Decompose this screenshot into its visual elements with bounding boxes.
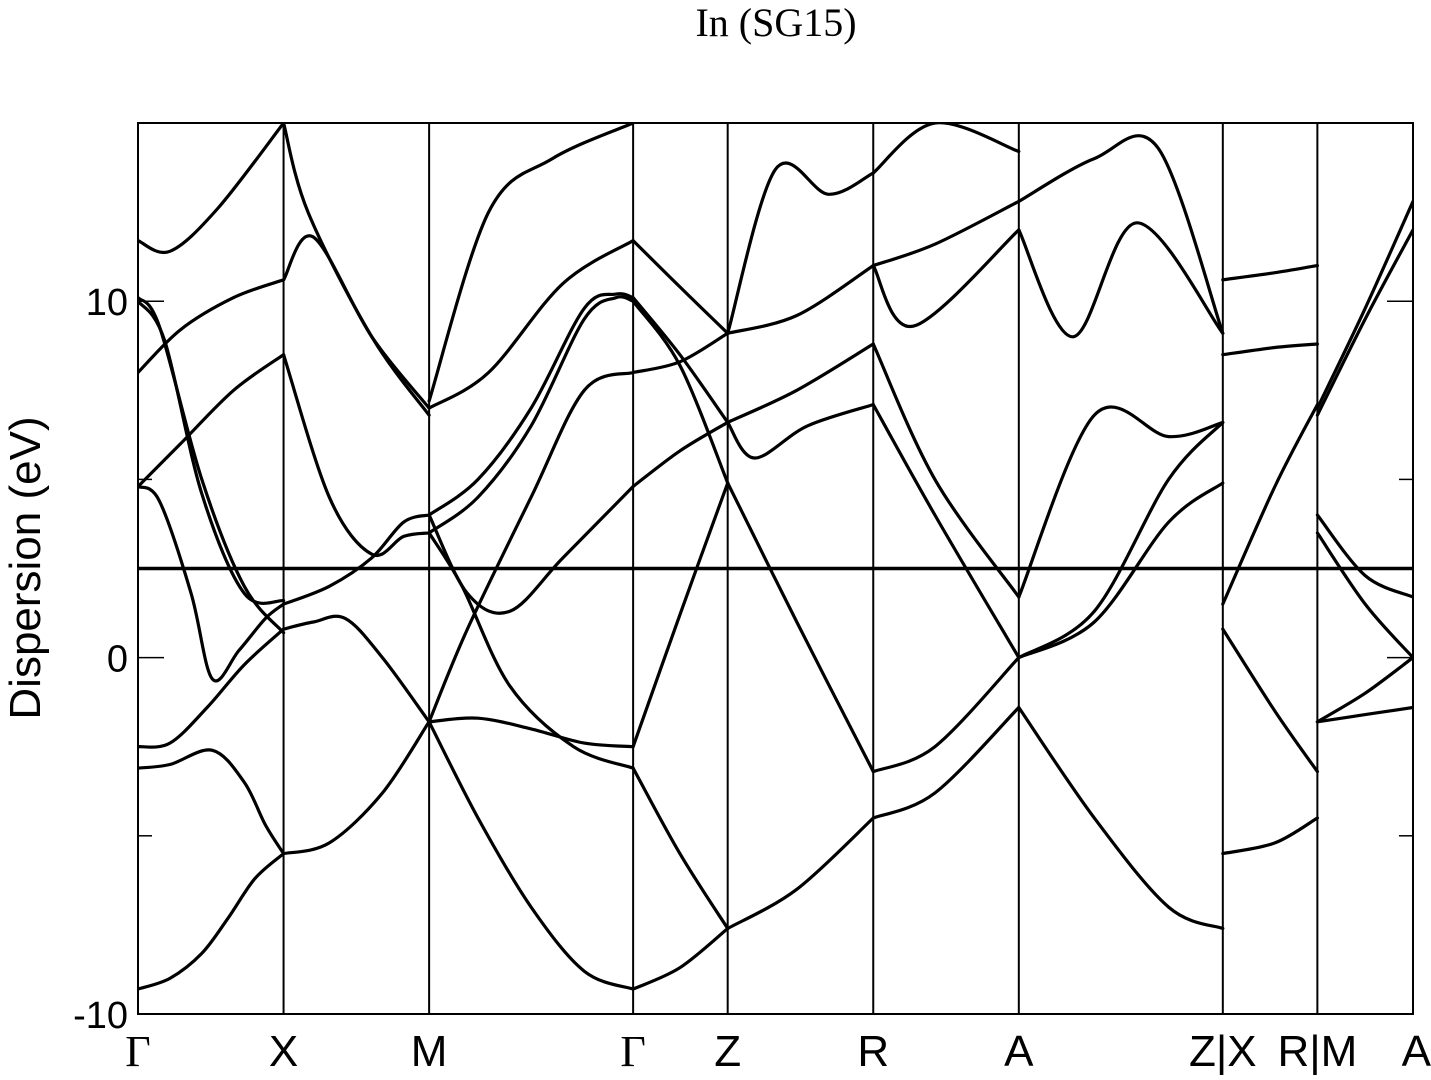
band-line-40 (871, 403, 1021, 660)
band-line-22 (427, 239, 635, 410)
band-line-48 (1017, 405, 1225, 599)
band-line-16 (427, 716, 635, 749)
band-line-13 (282, 234, 431, 410)
band-line-45 (1017, 705, 1225, 931)
band-line-4 (138, 296, 286, 635)
kpoint-label-7: Z|X (1189, 1027, 1257, 1076)
band-line-8 (138, 123, 286, 255)
band-line-43 (871, 199, 1021, 268)
band-line-51 (1221, 816, 1319, 856)
band-line-32 (726, 816, 875, 931)
band-line-34 (726, 403, 875, 460)
band-line-30 (631, 296, 730, 424)
band-line-42 (871, 228, 1021, 328)
band-line-9 (282, 720, 431, 856)
band-line-19 (427, 484, 635, 615)
plot-frame (137, 122, 1414, 1015)
band-line-7 (138, 278, 286, 375)
band-line-50 (1017, 134, 1225, 335)
y-axis-label: Dispersion (eV) (1, 416, 50, 719)
kpoint-label-9: A (1402, 1027, 1431, 1076)
band-line-56 (1315, 705, 1413, 724)
kpoint-label-3: Γ (620, 1027, 645, 1076)
band-line-60 (1315, 228, 1413, 417)
band-line-0 (138, 852, 286, 991)
band-line-59 (1315, 513, 1413, 599)
band-line-20 (427, 295, 635, 535)
band-line-15 (427, 720, 635, 991)
band-line-36 (726, 264, 875, 335)
y-tick-label-2: 10 (86, 282, 128, 324)
band-line-23 (427, 123, 635, 403)
kpoint-label-6: A (1004, 1027, 1034, 1076)
band-line-1 (138, 748, 286, 856)
chart-title: In (SG15) (695, 0, 856, 45)
kpoint-label-4: Z (714, 1027, 741, 1076)
band-line-46 (1017, 481, 1225, 660)
band-line-21 (427, 292, 635, 517)
band-line-55 (1221, 264, 1319, 282)
band-line-27 (631, 420, 730, 489)
band-line-41 (871, 342, 1021, 599)
band-line-49 (1017, 221, 1225, 339)
band-line-35 (726, 342, 875, 424)
band-line-2 (138, 627, 286, 749)
band-line-33 (726, 481, 875, 774)
band-line-11 (282, 513, 431, 606)
band-line-14 (282, 123, 431, 417)
band-line-53 (1221, 403, 1319, 606)
band-line-37 (726, 161, 875, 335)
band-line-39 (871, 656, 1021, 774)
band-line-28 (631, 331, 730, 375)
band-line-61 (1315, 199, 1413, 410)
band-line-38 (871, 705, 1021, 820)
kpoint-label-0: Γ (125, 1027, 150, 1076)
band-line-24 (631, 926, 730, 991)
band-line-17 (427, 370, 635, 724)
band-line-29 (631, 299, 730, 485)
y-tick-label-0: -10 (73, 995, 128, 1037)
band-line-57 (1315, 656, 1413, 724)
kpoint-label-2: M (411, 1027, 448, 1076)
band-line-26 (631, 481, 730, 749)
band-line-25 (631, 766, 730, 931)
kpoint-label-8: R|M (1277, 1027, 1357, 1076)
band-line-52 (1221, 627, 1319, 774)
band-line-10 (282, 614, 431, 724)
band-line-6 (138, 353, 286, 489)
band-line-47 (1017, 420, 1225, 660)
y-tick-label-1: 0 (107, 639, 128, 681)
kpoint-label-5: R (857, 1027, 889, 1076)
band-line-31 (631, 239, 730, 335)
band-line-58 (1315, 531, 1413, 660)
band-line-5 (138, 299, 286, 605)
kpoint-label-1: X (269, 1027, 298, 1076)
band-line-12 (282, 353, 431, 558)
band-line-44 (871, 123, 1021, 175)
band-line-3 (138, 484, 286, 683)
band-line-54 (1221, 342, 1319, 357)
